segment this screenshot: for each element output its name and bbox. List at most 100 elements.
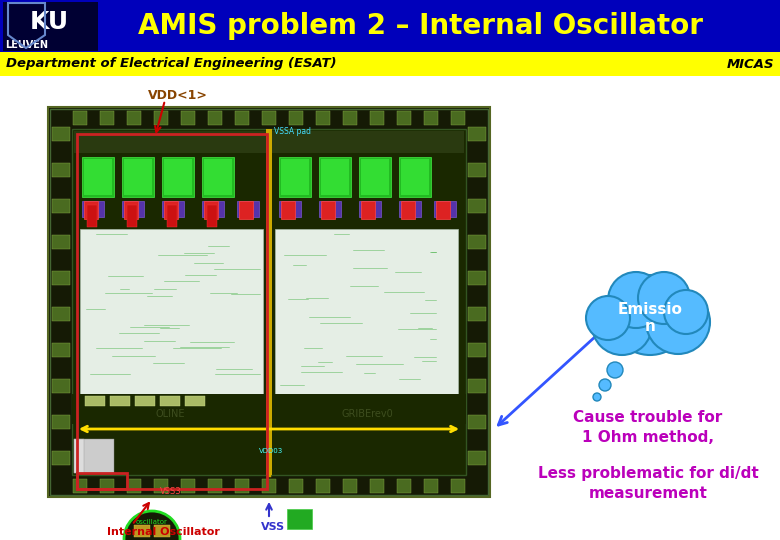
Bar — [127, 111, 141, 125]
Bar — [82, 157, 114, 197]
Circle shape — [592, 295, 652, 355]
Bar — [82, 201, 104, 217]
Bar — [100, 479, 114, 493]
Circle shape — [586, 296, 630, 340]
Bar — [124, 201, 138, 219]
Bar — [359, 201, 381, 217]
Bar — [87, 205, 97, 227]
Bar — [289, 111, 303, 125]
Bar — [154, 479, 168, 493]
Text: KU: KU — [30, 10, 69, 34]
Bar — [237, 201, 259, 217]
Bar — [181, 111, 195, 125]
Bar — [52, 163, 70, 177]
Bar — [50, 109, 488, 495]
Bar — [0, 52, 780, 76]
Bar — [110, 396, 130, 406]
Bar — [3, 2, 98, 51]
Bar — [164, 159, 192, 195]
Circle shape — [124, 511, 180, 540]
Bar — [370, 111, 384, 125]
Bar — [468, 343, 486, 357]
Bar — [319, 157, 351, 197]
Bar — [468, 271, 486, 285]
Bar — [321, 159, 349, 195]
Text: VDD03: VDD03 — [259, 448, 283, 454]
Bar — [343, 479, 357, 493]
Bar — [72, 394, 466, 424]
Circle shape — [664, 290, 708, 334]
Bar — [359, 157, 391, 197]
Bar — [451, 111, 465, 125]
Bar — [401, 201, 415, 219]
Bar — [208, 111, 222, 125]
Bar — [52, 235, 70, 249]
Bar — [370, 479, 384, 493]
Bar — [279, 201, 301, 217]
Bar — [202, 157, 234, 197]
Bar — [52, 451, 70, 465]
Text: MICAS: MICAS — [726, 57, 774, 71]
Bar — [48, 107, 490, 497]
Bar — [468, 199, 486, 213]
Text: Cause trouble for
1 Ohm method,: Cause trouble for 1 Ohm method, — [573, 410, 722, 445]
Bar — [202, 201, 224, 217]
Circle shape — [607, 362, 623, 378]
Bar — [319, 201, 341, 217]
Circle shape — [593, 393, 601, 401]
Bar — [424, 479, 438, 493]
Bar — [316, 479, 330, 493]
Bar — [122, 157, 154, 197]
Bar — [361, 201, 375, 219]
Bar — [436, 201, 450, 219]
Bar — [235, 479, 249, 493]
Bar — [208, 479, 222, 493]
Text: oscillator: oscillator — [136, 519, 168, 525]
Bar — [397, 479, 411, 493]
Bar — [85, 396, 105, 406]
Bar — [262, 111, 276, 125]
Bar — [207, 205, 217, 227]
Bar — [468, 127, 486, 141]
Bar — [135, 396, 155, 406]
Bar — [52, 199, 70, 213]
Bar — [451, 479, 465, 493]
Bar — [154, 111, 168, 125]
Bar — [52, 271, 70, 285]
Text: Less problematic for di/dt
measurement: Less problematic for di/dt measurement — [537, 466, 758, 501]
Bar — [73, 111, 87, 125]
Bar — [281, 159, 309, 195]
Text: Emissio
n: Emissio n — [618, 302, 682, 334]
Bar — [287, 509, 312, 529]
Bar — [262, 479, 276, 493]
Bar — [361, 159, 389, 195]
Bar — [316, 111, 330, 125]
Bar — [84, 159, 112, 195]
Circle shape — [608, 272, 664, 328]
Bar — [74, 439, 84, 473]
Bar — [52, 379, 70, 393]
Text: AMIS problem 2 – Internal Oscillator: AMIS problem 2 – Internal Oscillator — [137, 12, 703, 40]
Bar — [84, 201, 98, 219]
Bar — [235, 111, 249, 125]
Bar — [239, 201, 253, 219]
Bar — [77, 473, 127, 489]
Bar — [100, 111, 114, 125]
Bar — [52, 127, 70, 141]
Bar — [162, 157, 194, 197]
Bar — [468, 307, 486, 321]
Text: OLINE: OLINE — [155, 409, 185, 419]
Bar — [266, 129, 272, 475]
Bar — [468, 235, 486, 249]
Bar — [127, 205, 137, 227]
Text: Department of Electrical Engineering (ESAT): Department of Electrical Engineering (ES… — [6, 57, 336, 71]
Text: LEUVEN: LEUVEN — [5, 40, 48, 50]
Bar — [134, 525, 150, 537]
Bar — [468, 379, 486, 393]
Bar — [321, 201, 335, 219]
Bar — [162, 201, 184, 217]
Text: VSS: VSS — [261, 522, 285, 532]
Bar — [397, 111, 411, 125]
Bar — [424, 111, 438, 125]
Bar — [127, 479, 141, 493]
